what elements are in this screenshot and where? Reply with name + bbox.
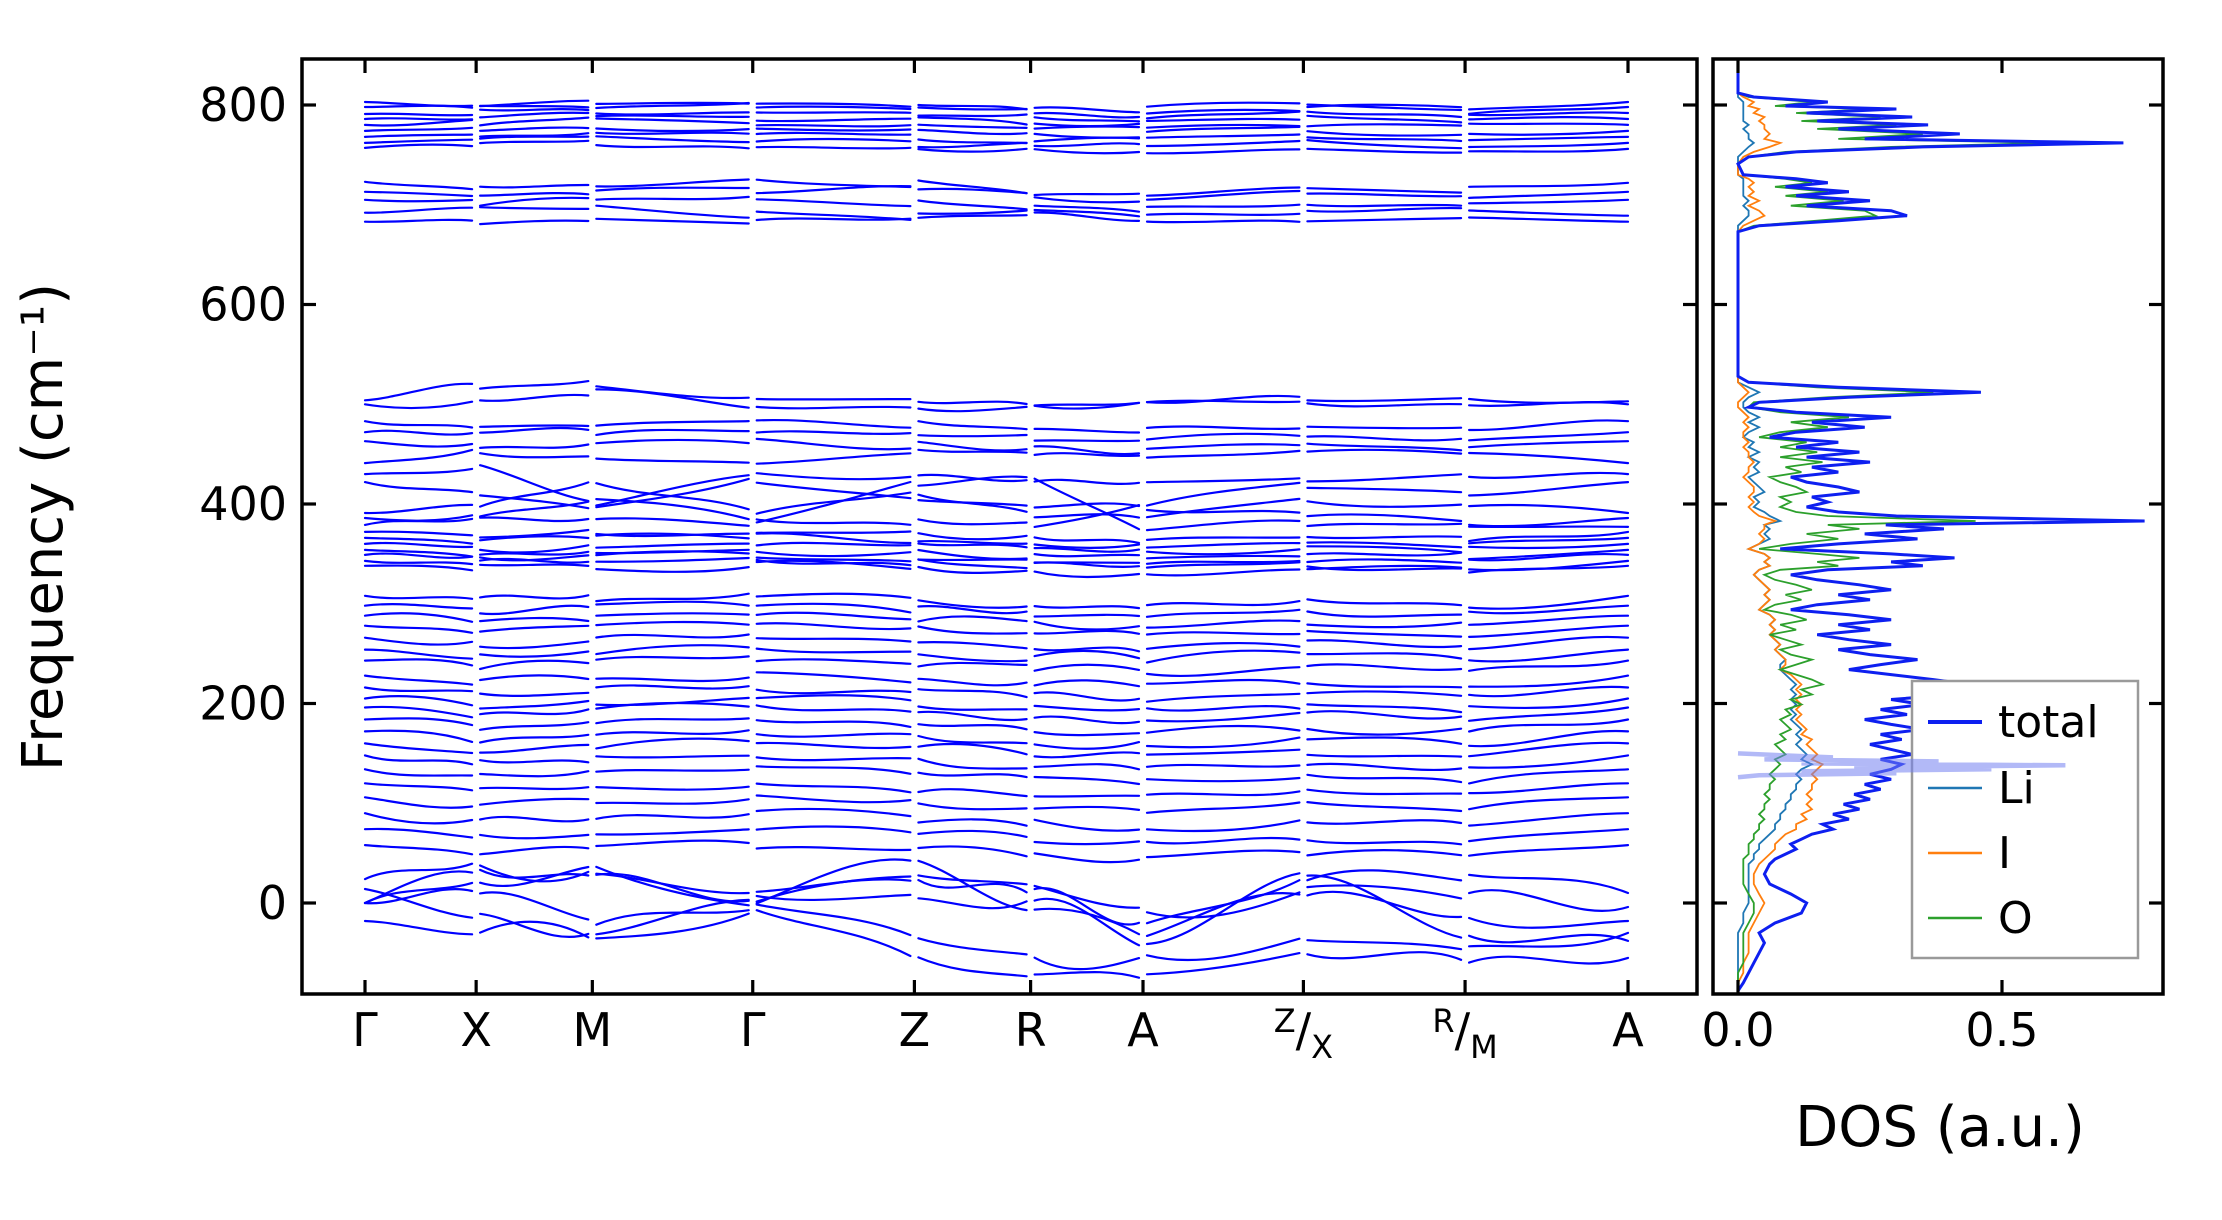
phonon-band-line bbox=[363, 475, 1630, 532]
phonon-band-line bbox=[363, 737, 1630, 759]
phonon-band-line bbox=[363, 600, 1630, 618]
dos-curves bbox=[1736, 59, 2145, 992]
axes bbox=[300, 57, 2165, 996]
phonon-band-line bbox=[363, 116, 1630, 130]
phonon-band-line bbox=[363, 481, 1630, 519]
phonon-band-line bbox=[363, 108, 1630, 123]
phonon-band-line bbox=[363, 559, 1630, 579]
y-axis-label: Frequency (cm⁻¹) bbox=[11, 283, 76, 771]
phonon-band-line bbox=[363, 204, 1630, 221]
phonon-band-line bbox=[363, 872, 1630, 947]
phonon-band-line bbox=[363, 684, 1630, 703]
phonon-band-line bbox=[363, 862, 1630, 926]
y-tick-label: 600 bbox=[199, 278, 287, 332]
dos-total-curve bbox=[1736, 59, 2145, 992]
phonon-band-line bbox=[363, 528, 1630, 544]
phonon-band-line bbox=[363, 611, 1630, 631]
y-tick-label: 200 bbox=[199, 677, 287, 731]
x-tick-label: Γ bbox=[740, 1003, 766, 1057]
dos-o-curve bbox=[1736, 59, 2055, 991]
phonon-band-line bbox=[363, 448, 1630, 465]
phonon-band-line bbox=[363, 794, 1630, 814]
dos-i-curve bbox=[1737, 59, 1825, 991]
phonon-band-line bbox=[363, 532, 1630, 550]
legend-label-total: total bbox=[1998, 697, 2099, 748]
y-tick-label: 800 bbox=[199, 78, 287, 132]
phonon-band-line bbox=[363, 101, 1630, 119]
legend: total Li I O bbox=[1910, 679, 2140, 960]
y-tick-label: 0 bbox=[258, 876, 287, 930]
phonon-band-line bbox=[363, 464, 1630, 507]
phonon-band-line bbox=[363, 179, 1630, 204]
phonon-band-line bbox=[363, 620, 1630, 638]
x-tick-label: A bbox=[1612, 1003, 1644, 1057]
band-panel-frame bbox=[300, 57, 1699, 996]
phonon-band-line bbox=[363, 592, 1630, 610]
phonon-band-line bbox=[363, 426, 1630, 443]
legend-box bbox=[1910, 679, 2140, 960]
legend-label-o: O bbox=[1998, 893, 2033, 944]
phonon-band-line bbox=[363, 178, 1630, 197]
x-tick-label: R bbox=[1015, 1003, 1047, 1057]
phonon-band-line bbox=[363, 909, 1630, 979]
phonon-band-line bbox=[363, 477, 1630, 510]
phonon-band-line bbox=[363, 644, 1630, 664]
phonon-band-line bbox=[363, 541, 1630, 556]
phonon-band-line bbox=[363, 418, 1630, 434]
dos-axis-label: DOS (a.u.) bbox=[1795, 1095, 2085, 1160]
dos-x-tick-label: 0.5 bbox=[1965, 1003, 2038, 1057]
phonon-band-line bbox=[363, 807, 1630, 833]
x-tick-label: Γ bbox=[352, 1003, 378, 1057]
x-tick-label: Z/X bbox=[1274, 1002, 1333, 1066]
dos-x-tick-label: 0.0 bbox=[1701, 1003, 1774, 1057]
phonon-band-line bbox=[363, 754, 1630, 772]
y-tick-label: 400 bbox=[199, 477, 287, 531]
phonon-band-line bbox=[363, 825, 1630, 846]
phonon-band-line bbox=[363, 782, 1630, 798]
phonon-band-line bbox=[363, 437, 1630, 456]
tick-labels: 0 200 400 600 800 Γ X M Γ Z R A Z/X R/M A 0.0 0.5 bbox=[199, 78, 2038, 1066]
band-curves bbox=[363, 99, 1630, 979]
x-tick-label: Z bbox=[899, 1003, 931, 1057]
phonon-band-line bbox=[363, 888, 1630, 971]
phonon-band-line bbox=[363, 99, 1630, 114]
x-tick-label: A bbox=[1127, 1003, 1159, 1057]
phonon-band-line bbox=[363, 839, 1630, 864]
x-tick-label: R/M bbox=[1432, 1002, 1497, 1066]
phonon-band-line bbox=[363, 211, 1630, 226]
phonon-band-line bbox=[363, 717, 1630, 737]
x-tick-label: X bbox=[460, 1003, 492, 1057]
phonon-band-line bbox=[363, 633, 1630, 653]
phonon-band-line bbox=[363, 701, 1630, 725]
dos-panel-frame bbox=[1711, 57, 2165, 996]
phonon-band-line bbox=[363, 139, 1630, 155]
li-resonance-spike bbox=[1737, 751, 2066, 780]
phonon-band-line bbox=[363, 729, 1630, 750]
phonon-band-line bbox=[363, 655, 1630, 678]
phonon-band-line bbox=[363, 765, 1630, 786]
phonon-band-line bbox=[363, 694, 1630, 714]
legend-label-i: I bbox=[1998, 828, 2011, 879]
phonon-band-line bbox=[363, 671, 1630, 689]
li-resonance-curve bbox=[1737, 751, 2066, 780]
phonon-band-line bbox=[363, 388, 1630, 413]
phonon-band-line bbox=[363, 195, 1630, 213]
x-tick-label: M bbox=[572, 1003, 612, 1057]
phonon-band-line bbox=[363, 135, 1630, 150]
legend-label-li: Li bbox=[1998, 763, 2035, 814]
